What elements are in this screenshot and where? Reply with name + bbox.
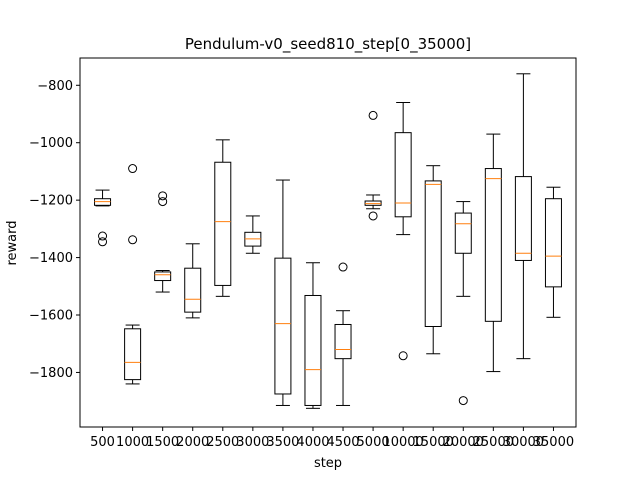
flier-point bbox=[368, 211, 378, 221]
box-body bbox=[544, 198, 562, 288]
box-body bbox=[484, 168, 502, 322]
box-body bbox=[154, 271, 172, 282]
plot-area bbox=[94, 73, 562, 409]
flier-point bbox=[158, 197, 168, 207]
y-tick-label: −1400 bbox=[29, 251, 73, 266]
box-body bbox=[214, 161, 232, 286]
x-tick-label: 15000 bbox=[413, 435, 454, 450]
flier-point bbox=[128, 164, 138, 174]
flier-point bbox=[398, 351, 408, 361]
y-tick-label: −1200 bbox=[29, 194, 73, 209]
x-axis: 500 1000150020002500300035004000450050001… bbox=[90, 427, 574, 450]
y-tick-label: −1000 bbox=[29, 136, 73, 151]
box-2500 bbox=[214, 139, 232, 297]
x-tick-label: 20000 bbox=[443, 435, 484, 450]
box-30000 bbox=[514, 73, 532, 360]
flier-point bbox=[458, 396, 468, 406]
x-tick-label: 1000 bbox=[116, 435, 149, 450]
x-axis-label: step bbox=[314, 456, 342, 471]
x-tick-label: 3000 bbox=[236, 435, 269, 450]
box-body bbox=[274, 257, 292, 395]
x-tick-label: 35000 bbox=[533, 435, 574, 450]
box-10000 bbox=[394, 102, 412, 361]
flier-point bbox=[98, 231, 108, 241]
y-axis-label: reward bbox=[5, 220, 20, 265]
box-15000 bbox=[424, 165, 442, 355]
plot-frame bbox=[79, 57, 577, 428]
box-35000 bbox=[544, 186, 562, 318]
box-body bbox=[334, 323, 352, 360]
box-body bbox=[454, 212, 472, 254]
box-20000 bbox=[454, 201, 472, 406]
y-axis: −800 −1000 −1200 −1400 −1600 −1800 bbox=[29, 79, 80, 381]
x-tick-label: 4500 bbox=[326, 435, 359, 450]
box-3500 bbox=[274, 179, 292, 406]
flier-point bbox=[158, 191, 168, 201]
flier-point bbox=[368, 110, 378, 120]
x-tick-label: 30000 bbox=[503, 435, 544, 450]
x-tick-label: 1500 bbox=[146, 435, 179, 450]
x-tick-label: 25000 bbox=[473, 435, 514, 450]
y-tick-label: −1800 bbox=[29, 366, 73, 381]
box-500 bbox=[94, 189, 112, 247]
x-tick-label: 500 bbox=[90, 435, 115, 450]
box-4000 bbox=[304, 262, 322, 409]
x-tick-label: 5000 bbox=[357, 435, 390, 450]
box-1500 bbox=[154, 191, 172, 293]
x-tick-label: 2000 bbox=[176, 435, 209, 450]
x-tick-label: 4000 bbox=[296, 435, 329, 450]
flier-point bbox=[98, 237, 108, 247]
y-tick-label: −1600 bbox=[29, 309, 73, 324]
box-body bbox=[394, 132, 412, 218]
chart-title: Pendulum-v0_seed810_step[0_35000] bbox=[185, 35, 471, 54]
x-tick-label: 2500 bbox=[206, 435, 239, 450]
box-3000 bbox=[244, 215, 262, 254]
box-5000 bbox=[364, 110, 382, 221]
box-2000 bbox=[184, 243, 202, 319]
x-tick-label: 3500 bbox=[266, 435, 299, 450]
box-1000 bbox=[124, 164, 142, 385]
box-body bbox=[184, 267, 202, 313]
box-body bbox=[514, 176, 532, 261]
box-body bbox=[304, 294, 322, 406]
box-body bbox=[424, 180, 442, 327]
flier-point bbox=[128, 235, 138, 245]
y-tick-label: −800 bbox=[37, 79, 73, 94]
flier-point bbox=[338, 262, 348, 272]
box-body bbox=[124, 328, 142, 381]
box-25000 bbox=[484, 133, 502, 373]
box-4500 bbox=[334, 262, 352, 406]
x-tick-label: 10000 bbox=[382, 435, 423, 450]
